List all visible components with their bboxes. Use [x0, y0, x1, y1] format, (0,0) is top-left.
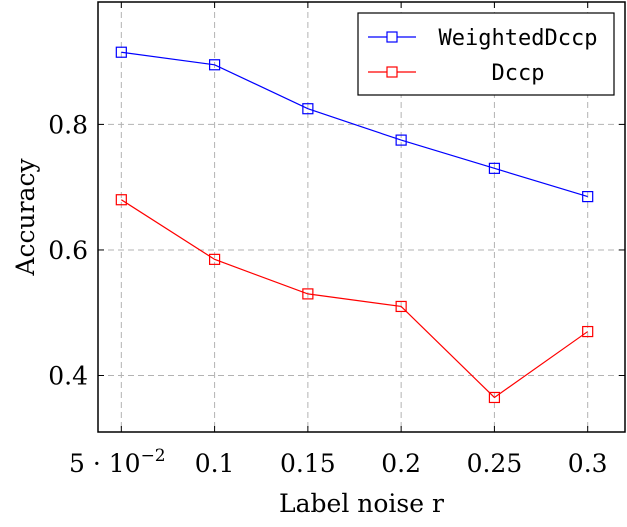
data-point-marker	[302, 288, 314, 300]
x-tick-label: 5 · 10−2	[69, 446, 166, 478]
data-point-marker	[208, 59, 221, 71]
legend-marker	[386, 66, 398, 78]
data-point-marker	[395, 134, 407, 146]
series-line	[121, 51, 588, 198]
data-point-marker	[488, 391, 501, 404]
legend-label: WeightedDccp	[439, 26, 598, 51]
x-tick-label: 0.1	[195, 449, 235, 478]
series-layer	[115, 46, 594, 404]
x-tick-label: 0.15	[280, 449, 336, 478]
data-point-marker	[208, 253, 221, 265]
legend-item: WeightedDccp	[368, 26, 597, 51]
tick-marks	[98, 2, 625, 432]
y-tick-label: 0.6	[48, 236, 88, 265]
series-dccp	[115, 194, 594, 404]
x-tick-label: 0.25	[467, 449, 523, 478]
data-point-marker	[395, 300, 407, 313]
series-weighteddccp	[115, 46, 594, 203]
tick-labels: 5 · 10−2 0.1 0.15 0.2 0.25 0.3 0.4 0.6 0.8	[48, 110, 607, 478]
x-tick-label: 0.3	[568, 449, 608, 478]
data-point-marker	[488, 162, 501, 174]
x-axis-label: Label noise r	[279, 489, 444, 518]
data-point-marker	[582, 325, 594, 338]
legend-item: Dccp	[368, 61, 544, 86]
plot-frame	[97, 1, 626, 433]
y-axis-label: Accuracy	[11, 158, 40, 277]
y-tick-label: 0.4	[48, 362, 88, 391]
data-point-marker	[302, 103, 314, 115]
legend-label: Dccp	[492, 61, 545, 86]
series-line	[120, 199, 589, 399]
y-tick-label: 0.8	[48, 110, 88, 139]
data-point-marker	[115, 194, 127, 206]
x-tick-label: 0.2	[381, 449, 421, 478]
legend: WeightedDccp Dccp	[357, 12, 615, 96]
legend-marker	[386, 31, 398, 43]
data-point-marker	[115, 46, 127, 58]
data-point-marker	[582, 190, 594, 203]
legend-box	[357, 12, 615, 96]
